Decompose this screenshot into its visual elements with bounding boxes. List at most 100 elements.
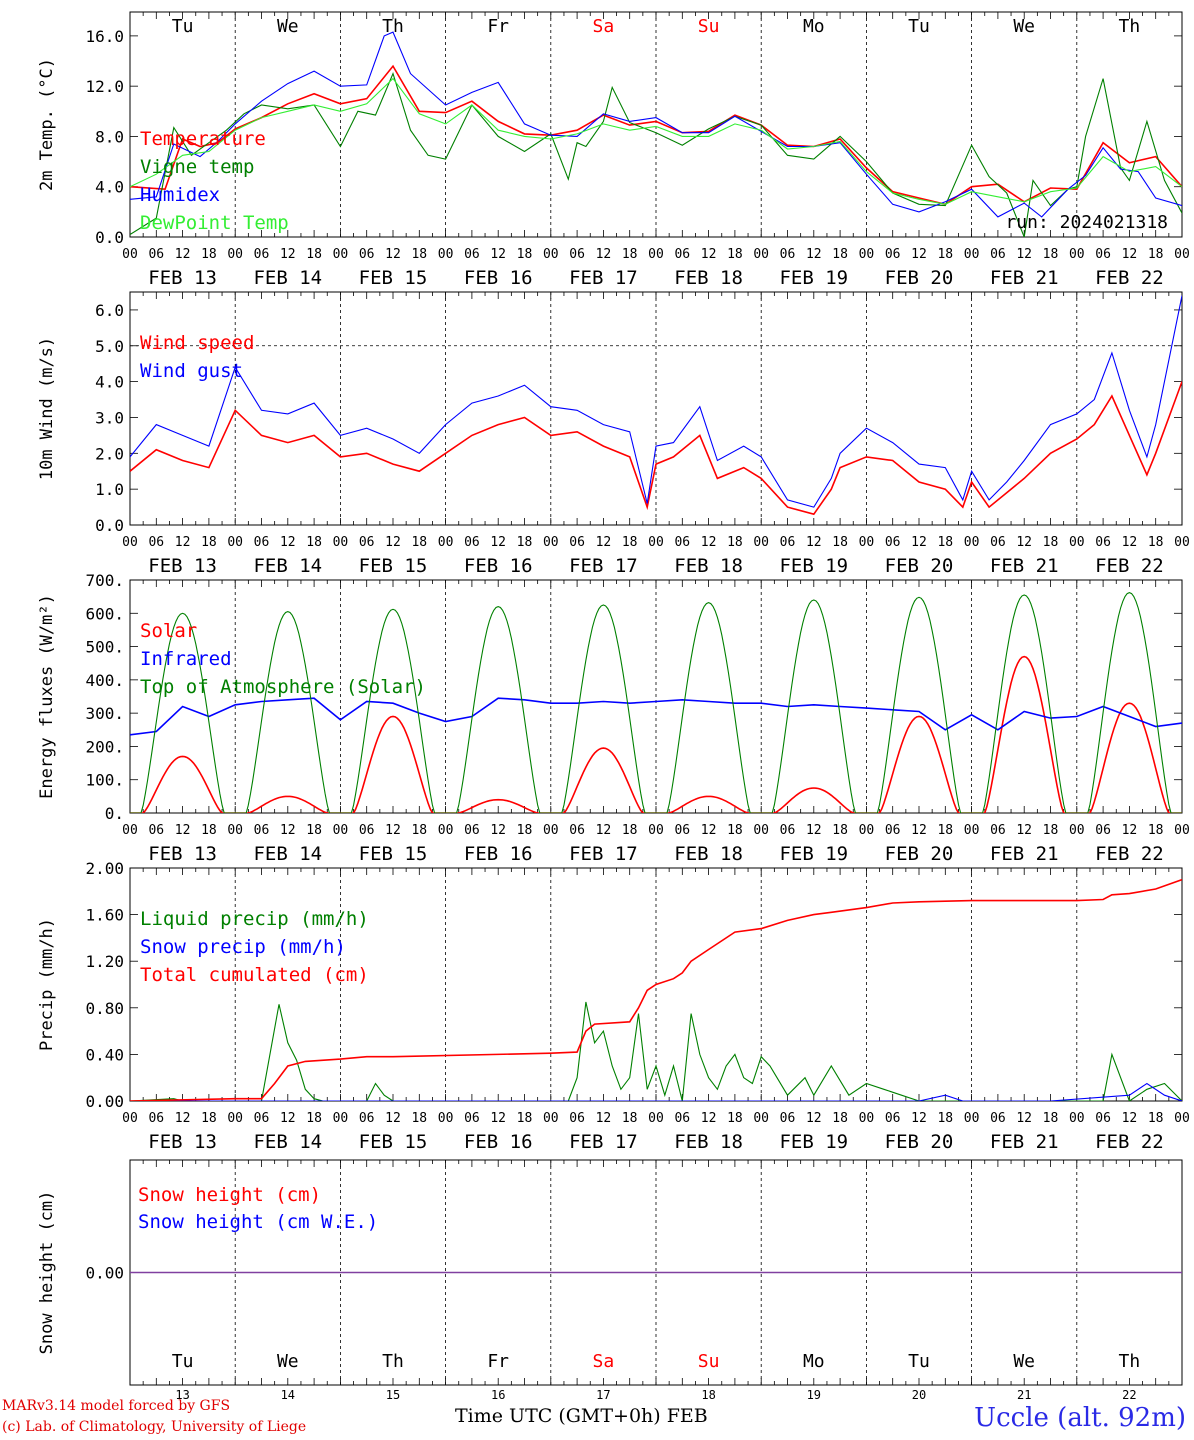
series-line (130, 1082, 1182, 1101)
legend-entry: Snow height (cm) (138, 1184, 321, 1206)
panel-temperature: 0.0 4.0 8.0 12.0 16.0 2m Temp. (°C) Tu We Th Fr Sa… (37, 11, 1190, 289)
x-axis-title: Time UTC (GMT+0h) FEB (455, 1405, 708, 1427)
hour-tick-label: 18 (517, 535, 533, 550)
hour-tick-label: 12 (1016, 1111, 1032, 1126)
hour-tick-label: 12 (806, 247, 822, 262)
hour-tick-label: 18 (832, 247, 848, 262)
hour-tick-label: 00 (964, 247, 980, 262)
hour-tick-label: 12 (596, 247, 612, 262)
hour-tick-label: 18 (411, 1111, 427, 1126)
date-number: 18 (701, 1388, 715, 1402)
hour-tick-label: 12 (175, 247, 191, 262)
hour-tick-label: 06 (780, 247, 796, 262)
date-label: FEB 15 (359, 555, 428, 577)
date-label: FEB 15 (359, 267, 428, 289)
y-tick-label: 2.00 (85, 859, 124, 878)
y-axis-label: Snow height (cm) (37, 1191, 57, 1355)
series-line (130, 1001, 1182, 1101)
hour-tick-label: 00 (438, 247, 454, 262)
hour-tick-label: 12 (175, 535, 191, 550)
hour-tick-label: 06 (359, 247, 375, 262)
hour-tick-label: 00 (333, 823, 349, 838)
date-label: FEB 22 (1095, 267, 1164, 289)
y-tick-label: 0.0 (95, 516, 124, 535)
date-label: FEB 22 (1095, 843, 1164, 865)
y-tick-label: 700. (85, 571, 124, 590)
y-tick-label: 0.80 (85, 999, 124, 1018)
weekday-label: Th (1119, 1351, 1141, 1372)
hour-tick-label: 00 (1069, 535, 1085, 550)
hour-tick-label: 18 (832, 1111, 848, 1126)
run-label: run: 2024021318 (1005, 212, 1168, 233)
hour-tick-label: 18 (937, 247, 953, 262)
hour-tick-label: 12 (596, 535, 612, 550)
date-label: FEB 13 (148, 1131, 217, 1153)
date-label: FEB 20 (885, 267, 954, 289)
hour-tick-label: 12 (806, 535, 822, 550)
date-label: FEB 14 (253, 555, 322, 577)
legend-entry: Top of Atmosphere (Solar) (140, 676, 426, 698)
hour-tick-label: 00 (859, 823, 875, 838)
date-number: 21 (1017, 1388, 1031, 1402)
date-label: FEB 17 (569, 555, 638, 577)
y-tick-label: 200. (85, 737, 124, 756)
hour-tick-label: 12 (806, 823, 822, 838)
y-tick-label: 12.0 (85, 77, 124, 96)
hour-tick-label: 12 (911, 247, 927, 262)
hour-tick-label: 00 (753, 823, 769, 838)
hour-tick-label: 06 (885, 247, 901, 262)
y-tick-label: 1.60 (85, 906, 124, 925)
hour-tick-label: 00 (1174, 535, 1190, 550)
hour-tick-label: 12 (385, 823, 401, 838)
hour-tick-label: 06 (254, 535, 270, 550)
hour-tick-label: 06 (569, 535, 585, 550)
hour-tick-label: 06 (990, 1111, 1006, 1126)
hour-tick-label: 00 (648, 823, 664, 838)
hour-tick-label: 12 (701, 247, 717, 262)
legend-entry: Snow height (cm W.E.) (138, 1211, 378, 1233)
date-label: FEB 19 (779, 1131, 848, 1153)
legend-entry: Vigne temp (140, 156, 254, 178)
hour-tick-label: 12 (1016, 535, 1032, 550)
hour-tick-label: 18 (1148, 823, 1164, 838)
hour-tick-label: 06 (1095, 535, 1111, 550)
legend-entry: Infrared (140, 648, 232, 670)
date-number: 17 (596, 1388, 610, 1402)
weekday-label: Th (1119, 16, 1141, 37)
weekday-label: Mo (803, 16, 825, 37)
hour-tick-label: 06 (148, 247, 164, 262)
hour-tick-label: 18 (201, 1111, 217, 1126)
hour-tick-label: 12 (490, 535, 506, 550)
hour-tick-label: 06 (254, 247, 270, 262)
weekday-label: We (277, 1351, 299, 1372)
legend-entry: DewPoint Temp (140, 212, 289, 234)
hour-tick-label: 18 (727, 535, 743, 550)
date-label: FEB 21 (990, 555, 1059, 577)
y-tick-label: 2.0 (95, 444, 124, 463)
hour-tick-label: 00 (122, 823, 138, 838)
hour-tick-label: 06 (148, 1111, 164, 1126)
series-line (130, 295, 1182, 508)
hour-tick-label: 18 (622, 823, 638, 838)
weekday-label: Mo (803, 1351, 825, 1372)
weekday-label: Tu (172, 1351, 194, 1372)
y-axis-label: Energy fluxes (W/m²) (37, 594, 57, 799)
date-label: FEB 21 (990, 267, 1059, 289)
date-label: FEB 16 (464, 267, 533, 289)
hour-tick-label: 00 (964, 1111, 980, 1126)
hour-tick-label: 06 (254, 823, 270, 838)
legend-entry: Temperature (140, 128, 266, 150)
hour-tick-label: 00 (333, 247, 349, 262)
hour-tick-label: 12 (280, 1111, 296, 1126)
date-label: FEB 19 (779, 843, 848, 865)
hour-tick-label: 18 (517, 247, 533, 262)
date-label: FEB 21 (990, 843, 1059, 865)
date-label: FEB 13 (148, 843, 217, 865)
weekday-label: Th (382, 16, 404, 37)
date-label: FEB 16 (464, 1131, 533, 1153)
hour-tick-label: 06 (780, 823, 796, 838)
hour-tick-label: 00 (227, 823, 243, 838)
hour-tick-label: 00 (543, 823, 559, 838)
date-label: FEB 21 (990, 1131, 1059, 1153)
hour-tick-label: 18 (832, 823, 848, 838)
